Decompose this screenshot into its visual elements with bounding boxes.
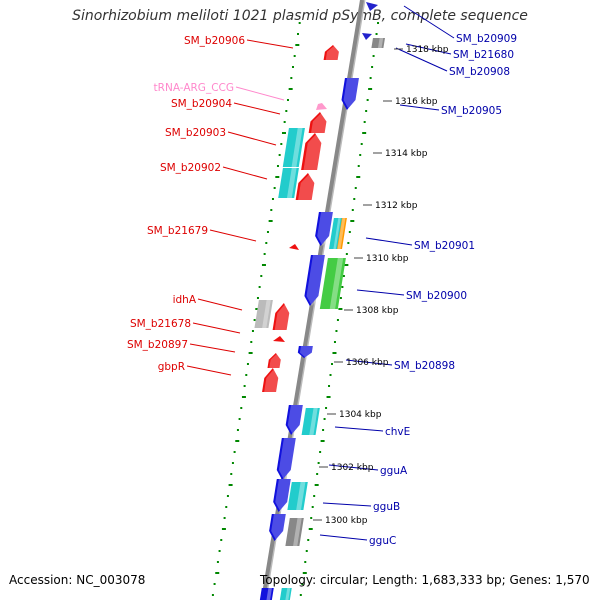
label-sm-b21679[interactable]: SM_b21679 — [147, 225, 208, 237]
gene-gguc-partner[interactable] — [285, 518, 304, 546]
gene-sm-b20901[interactable] — [314, 212, 336, 246]
gene-features — [254, 2, 385, 600]
gene-sm-b21679[interactable] — [289, 244, 299, 250]
label-sm-b20909[interactable]: SM_b20909 — [456, 33, 517, 45]
gene-ggub[interactable] — [272, 479, 293, 512]
scale-tick-label: 1312 kbp — [375, 201, 418, 211]
gene-ggua[interactable] — [275, 438, 298, 480]
gene-sm-b20905[interactable] — [340, 78, 362, 110]
scale-tick-label: 1306 kbp — [346, 358, 389, 368]
gene-sm-b20900-partner[interactable] — [319, 258, 346, 309]
summary-text: Topology: circular; Length: 1,683,333 bp… — [260, 573, 590, 587]
scale-tick-label: 1300 kbp — [325, 516, 368, 526]
accession-text: Accession: NC_003078 — [9, 573, 146, 587]
left-dot-line — [211, 22, 301, 596]
gene-sm-b20904[interactable] — [308, 112, 331, 133]
scale-tick-label: 1310 kbp — [366, 254, 409, 264]
gene-bottom-b[interactable] — [279, 588, 292, 600]
label-gbpr[interactable]: gbpR — [158, 361, 185, 373]
label-sm-b21680[interactable]: SM_b21680 — [453, 49, 514, 61]
scale-tick-label: 1304 kbp — [339, 410, 382, 420]
gene-sm-b20902[interactable] — [295, 173, 319, 200]
label-sm-b20905[interactable]: SM_b20905 — [441, 105, 502, 117]
scale-ticks: 1318 kbp 1316 kbp 1314 kbp 1312 kbp 1310 kbp… — [313, 45, 449, 526]
gene-sm-b20897[interactable] — [267, 353, 283, 368]
label-trna-arg-ccg[interactable]: tRNA-ARG_CCG — [154, 82, 234, 94]
gene-sm-b20908[interactable] — [371, 38, 385, 48]
gene-sm-b21680[interactable] — [362, 33, 372, 40]
gene-idha[interactable] — [272, 303, 293, 330]
label-sm-b20903[interactable]: SM_b20903 — [165, 127, 226, 139]
gene-sm-b21678[interactable] — [273, 336, 285, 342]
gene-sm-b20901-partner-b[interactable] — [329, 218, 342, 249]
scale-tick-label: 1314 kbp — [385, 149, 428, 159]
gene-gguc[interactable] — [268, 514, 288, 541]
label-sm-b20906[interactable]: SM_b20906 — [184, 35, 245, 47]
gene-chve[interactable] — [284, 405, 305, 435]
label-sm-b20901[interactable]: SM_b20901 — [414, 240, 475, 252]
label-chve[interactable]: chvE — [385, 426, 410, 438]
label-sm-b20904[interactable]: SM_b20904 — [171, 98, 232, 110]
scale-tick-label: 1308 kbp — [356, 306, 399, 316]
label-leader-lines — [186, 5, 455, 541]
gene-sm-b20900[interactable] — [303, 255, 328, 306]
label-sm-b20908[interactable]: SM_b20908 — [449, 66, 510, 78]
label-idha[interactable]: idhA — [173, 294, 197, 306]
gene-sm-b20903-partner[interactable] — [282, 128, 305, 167]
gene-bottom-a[interactable] — [259, 588, 274, 600]
gene-sm-b20903[interactable] — [301, 133, 325, 170]
label-sm-b20897[interactable]: SM_b20897 — [127, 339, 188, 351]
gene-gbpr[interactable] — [262, 368, 282, 392]
gene-sm-b20909[interactable] — [366, 2, 378, 11]
tick-dot-lines — [211, 22, 380, 596]
gene-chve-partner[interactable] — [301, 408, 320, 435]
gene-ggub-partner[interactable] — [287, 482, 308, 510]
label-gguc[interactable]: gguC — [369, 535, 396, 547]
gene-labels: SM_b20906 tRNA-ARG_CCG SM_b20904 SM_b20903 S… — [127, 33, 517, 547]
label-ggua[interactable]: gguA — [380, 465, 408, 477]
gene-sm-b20906[interactable] — [323, 45, 342, 60]
label-sm-b21678[interactable]: SM_b21678 — [130, 318, 191, 330]
gene-trna-arg-ccg[interactable] — [316, 103, 327, 110]
scale-tick-label: 1302 kbp — [331, 463, 374, 473]
scale-tick-label: 1316 kbp — [395, 97, 438, 107]
label-sm-b20900[interactable]: SM_b20900 — [406, 290, 467, 302]
gene-idha-partner[interactable] — [254, 300, 273, 328]
gene-sm-b20902-partner[interactable] — [278, 168, 299, 198]
scale-tick-label: 1318 kbp — [406, 45, 449, 55]
label-sm-b20898[interactable]: SM_b20898 — [394, 360, 455, 372]
gene-sm-b20898[interactable] — [297, 346, 315, 358]
label-sm-b20902[interactable]: SM_b20902 — [160, 162, 221, 174]
label-ggub[interactable]: gguB — [373, 501, 400, 513]
